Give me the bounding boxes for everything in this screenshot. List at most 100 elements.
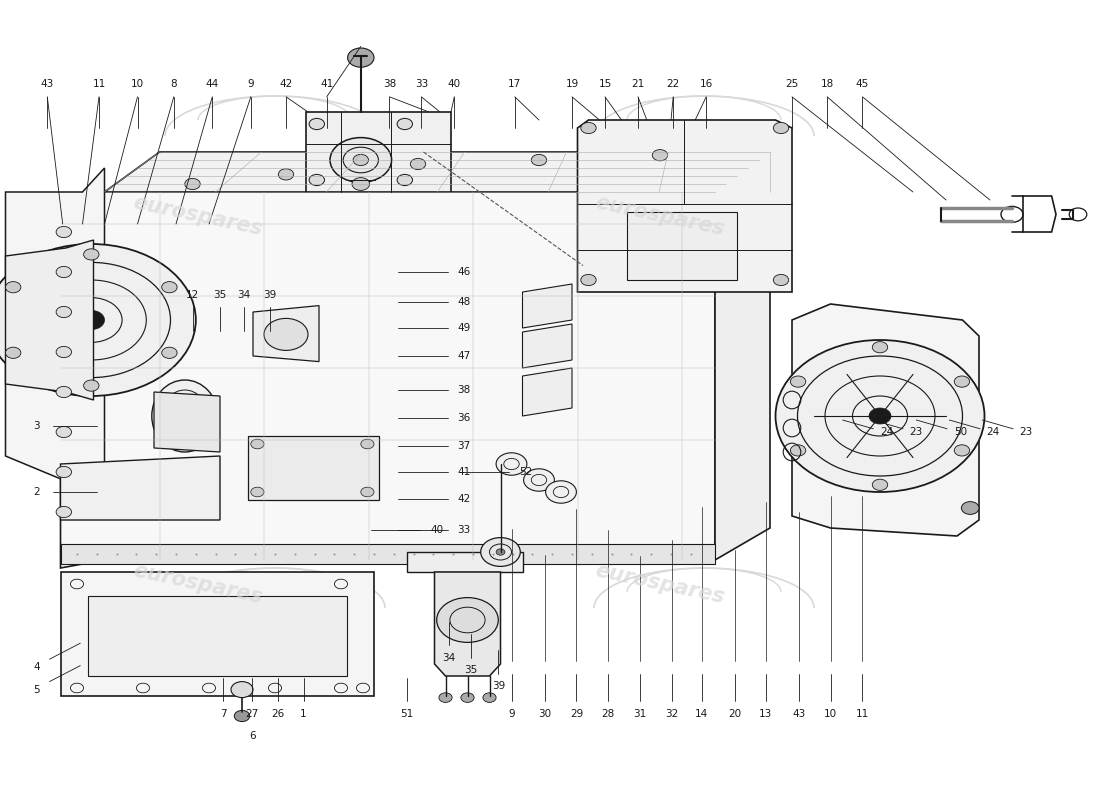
Text: 38: 38 [458,385,471,394]
Circle shape [546,481,576,503]
Text: 35: 35 [213,290,227,300]
Text: 49: 49 [458,323,471,333]
Circle shape [483,693,496,702]
Text: 28: 28 [602,709,615,718]
Circle shape [6,347,21,358]
Polygon shape [6,240,94,400]
Text: 17: 17 [508,79,521,89]
Circle shape [872,479,888,490]
Text: 18: 18 [821,79,834,89]
Text: eurospares: eurospares [131,193,265,239]
Text: 42: 42 [279,79,293,89]
Circle shape [461,693,474,702]
Polygon shape [6,168,104,488]
Text: 10: 10 [131,79,144,89]
Circle shape [231,682,253,698]
Text: 6: 6 [250,731,256,741]
Text: 11: 11 [92,79,106,89]
Circle shape [496,549,505,555]
Text: 23: 23 [910,427,923,437]
Polygon shape [60,456,220,520]
Circle shape [439,693,452,702]
Circle shape [954,445,969,456]
Text: 36: 36 [458,413,471,422]
Text: 3: 3 [33,421,40,430]
Text: 15: 15 [598,79,612,89]
Circle shape [56,466,72,478]
Text: 13: 13 [759,709,772,718]
Text: 19: 19 [565,79,579,89]
Polygon shape [60,572,374,696]
Circle shape [56,506,72,518]
Polygon shape [522,324,572,368]
Text: 11: 11 [856,709,869,718]
Text: 16: 16 [700,79,713,89]
Text: 39: 39 [492,682,505,691]
Circle shape [361,439,374,449]
Circle shape [353,154,369,166]
Text: 24: 24 [880,427,893,437]
Text: 24: 24 [987,427,1000,437]
Circle shape [278,169,294,180]
Text: 37: 37 [458,441,471,450]
Circle shape [352,178,370,190]
Circle shape [348,48,374,67]
Text: eurospares: eurospares [593,561,727,607]
Text: 43: 43 [792,709,805,718]
Text: 45: 45 [856,79,869,89]
Text: 33: 33 [415,79,428,89]
Circle shape [410,158,426,170]
Text: 10: 10 [824,709,837,718]
Circle shape [251,439,264,449]
Polygon shape [60,544,715,564]
Polygon shape [154,392,220,452]
Circle shape [162,282,177,293]
Text: 32: 32 [666,709,679,718]
Circle shape [581,274,596,286]
Circle shape [581,122,596,134]
Circle shape [791,376,806,387]
Circle shape [531,154,547,166]
Circle shape [251,487,264,497]
Text: eurospares: eurospares [593,193,727,239]
Polygon shape [522,284,572,328]
Circle shape [84,380,99,391]
Circle shape [872,342,888,353]
Circle shape [961,502,979,514]
Circle shape [791,445,806,456]
Polygon shape [306,112,451,192]
Text: 7: 7 [220,709,227,718]
Circle shape [0,244,196,396]
Text: 27: 27 [245,709,258,718]
Circle shape [185,178,200,190]
Circle shape [264,318,308,350]
Circle shape [84,249,99,260]
Text: 25: 25 [785,79,799,89]
Text: 1: 1 [300,709,307,718]
Text: 40: 40 [448,79,461,89]
Text: 9: 9 [248,79,254,89]
Circle shape [776,340,984,492]
Text: 34: 34 [238,290,251,300]
Text: 44: 44 [206,79,219,89]
Text: 22: 22 [667,79,680,89]
Circle shape [56,426,72,438]
Polygon shape [253,306,319,362]
Circle shape [437,598,498,642]
Circle shape [773,122,789,134]
Polygon shape [104,152,770,192]
Circle shape [309,118,324,130]
Circle shape [56,306,72,318]
Text: 43: 43 [41,79,54,89]
Circle shape [397,118,412,130]
Circle shape [954,376,969,387]
Text: 42: 42 [458,494,471,504]
Text: 23: 23 [1020,427,1033,437]
Text: 46: 46 [458,267,471,277]
Circle shape [56,346,72,358]
Polygon shape [60,192,715,568]
Circle shape [773,274,789,286]
Polygon shape [578,120,792,292]
Text: 20: 20 [728,709,741,718]
Text: 2: 2 [33,487,40,497]
